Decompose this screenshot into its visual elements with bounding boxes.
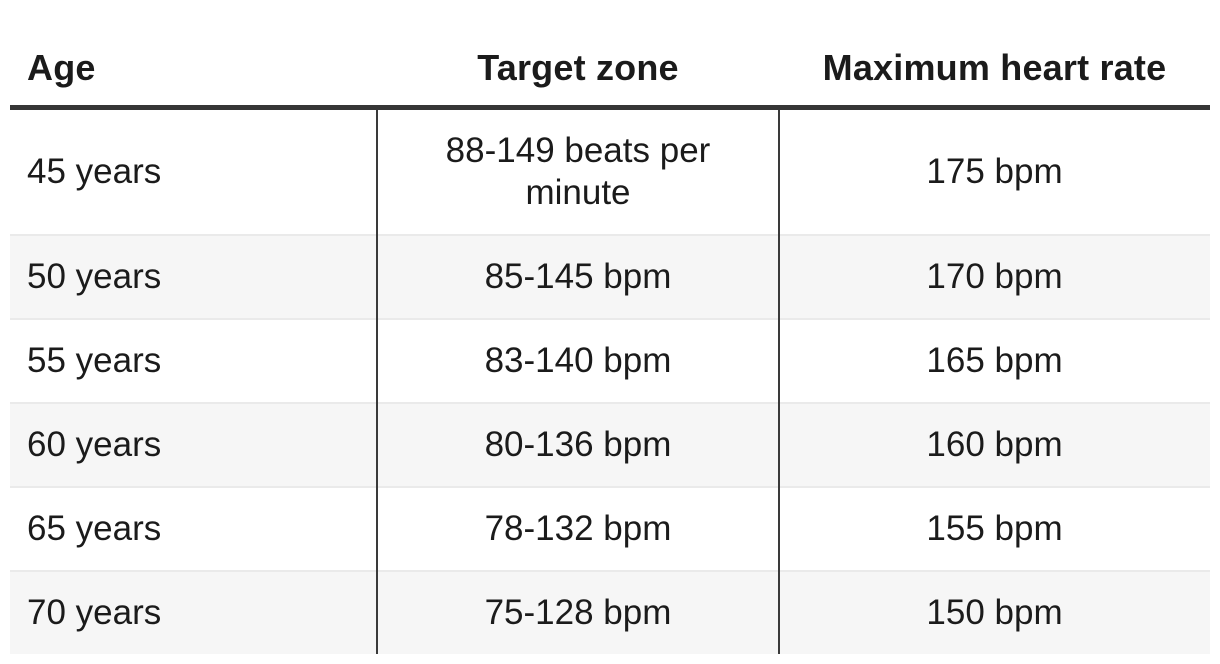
max-heart-rate-cell: 160 bpm	[926, 425, 1063, 464]
age-cell: 65 years	[27, 509, 162, 548]
table-row: 65 years 78-132 bpm 155 bpm	[10, 486, 1210, 570]
column-header-target-zone: Target zone	[477, 46, 679, 88]
target-zone-cell: 83-140 bpm	[484, 341, 672, 380]
column-divider-left	[376, 110, 378, 654]
max-heart-rate-cell: 165 bpm	[926, 341, 1063, 380]
age-cell: 55 years	[27, 341, 162, 380]
table-row: 60 years 80-136 bpm 160 bpm	[10, 402, 1210, 486]
table-body: 45 years 88-149 beats per minute 175 bpm…	[10, 110, 1210, 654]
column-header-age: Age	[27, 46, 96, 88]
max-heart-rate-cell: 175 bpm	[926, 152, 1063, 191]
max-heart-rate-cell: 170 bpm	[926, 257, 1063, 296]
target-zone-cell: 80-136 bpm	[484, 425, 672, 464]
age-cell: 45 years	[27, 152, 162, 191]
column-header-maximum-heart-rate: Maximum heart rate	[822, 46, 1167, 88]
max-heart-rate-cell: 155 bpm	[926, 509, 1063, 548]
target-zone-cell: 88-149 beats per minute	[445, 131, 711, 212]
table-row: 70 years 75-128 bpm 150 bpm	[10, 570, 1210, 654]
table-row: 55 years 83-140 bpm 165 bpm	[10, 318, 1210, 402]
table-row: 45 years 88-149 beats per minute 175 bpm	[10, 110, 1210, 234]
target-zone-cell: 85-145 bpm	[484, 257, 672, 296]
table-row: 50 years 85-145 bpm 170 bpm	[10, 234, 1210, 318]
age-cell: 70 years	[27, 593, 162, 632]
age-cell: 60 years	[27, 425, 162, 464]
target-zone-cell: 75-128 bpm	[484, 593, 672, 632]
target-zone-cell: 78-132 bpm	[484, 509, 672, 548]
age-cell: 50 years	[27, 257, 162, 296]
max-heart-rate-cell: 150 bpm	[926, 593, 1063, 632]
column-divider-right	[778, 110, 780, 654]
table-header-row: Age Target zone Maximum heart rate	[10, 30, 1210, 110]
heart-rate-table: Age Target zone Maximum heart rate 45 ye…	[10, 30, 1210, 654]
